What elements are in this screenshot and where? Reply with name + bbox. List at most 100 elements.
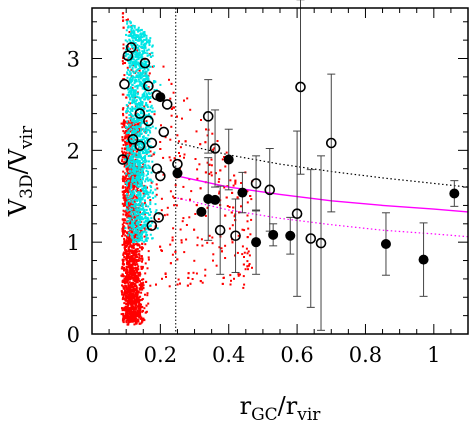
cyan-particle (141, 50, 144, 53)
red-particle (139, 299, 142, 302)
red-particle (236, 196, 239, 199)
cyan-particle (149, 106, 152, 109)
red-particle (140, 267, 143, 270)
cyan-particle (145, 84, 148, 87)
cyan-particle (151, 45, 154, 48)
cyan-particle (128, 161, 130, 163)
cyan-particle (132, 171, 135, 174)
red-particle (128, 183, 131, 186)
cyan-particle (142, 52, 145, 54)
cyan-particle (138, 36, 141, 39)
cyan-particle (124, 39, 127, 42)
open-circle-point (139, 57, 151, 69)
red-particle (189, 108, 192, 111)
red-particle (221, 158, 224, 161)
red-particle (122, 19, 124, 22)
cyan-particle (147, 87, 150, 90)
cyan-particle (126, 22, 129, 25)
cyan-particle (137, 78, 140, 81)
cyan-particle (137, 139, 140, 142)
red-particle (133, 124, 136, 127)
cyan-particle (144, 185, 147, 188)
cyan-particle (149, 154, 152, 157)
red-particle (124, 257, 127, 260)
red-particle (136, 229, 139, 232)
cyan-particle (136, 117, 139, 120)
open-circle-point (305, 233, 317, 244)
red-particle (122, 294, 125, 297)
cyan-particle (128, 138, 131, 141)
red-particle (246, 201, 249, 204)
red-particle (132, 279, 135, 281)
cyan-particle (140, 233, 143, 236)
red-particle (135, 293, 138, 296)
red-particle (201, 244, 204, 247)
red-particle (135, 196, 138, 199)
red-particle (133, 280, 136, 283)
open-circle-point (126, 42, 137, 53)
cyan-particle (141, 71, 144, 74)
red-particle (229, 283, 232, 286)
red-particle (123, 277, 126, 280)
red-particle (120, 267, 123, 270)
cyan-particle (130, 59, 132, 62)
red-particle (234, 181, 237, 183)
cyan-particle (134, 93, 137, 96)
cyan-particle (133, 126, 136, 129)
cyan-particle (143, 42, 146, 45)
red-particle (124, 244, 127, 247)
cyan-particle (129, 54, 132, 57)
red-particle (125, 198, 128, 201)
cyan-particle (138, 133, 141, 136)
red-particle (128, 264, 131, 267)
cyan-particle (138, 114, 141, 117)
cyan-particle (144, 219, 147, 222)
red-particle (130, 240, 132, 243)
cyan-particle (129, 228, 132, 231)
cyan-particle (137, 54, 140, 57)
red-particle (123, 280, 126, 283)
cyan-particle (141, 47, 144, 49)
red-particle (139, 211, 141, 214)
cyan-particle (147, 212, 149, 215)
x-tick-label: 1 (427, 343, 440, 367)
red-particle (122, 252, 125, 255)
red-particle (142, 318, 145, 321)
cyan-particle (147, 170, 150, 173)
cyan-particle (150, 122, 153, 125)
red-particle (141, 246, 144, 249)
red-particle (160, 209, 163, 212)
red-particle (129, 319, 132, 322)
red-particle (218, 190, 221, 193)
red-particle (122, 78, 125, 80)
cyan-particle (125, 165, 128, 168)
red-particle (126, 257, 129, 260)
cyan-particle (135, 172, 138, 175)
red-particle (234, 254, 236, 257)
cyan-particle (129, 32, 132, 35)
cyan-particle (140, 100, 142, 103)
cyan-particle (139, 116, 142, 118)
red-particle (125, 303, 128, 306)
red-particle (122, 185, 125, 188)
cyan-particle (134, 203, 137, 206)
red-particle (129, 285, 132, 288)
red-particle (121, 243, 124, 246)
cyan-particle (131, 95, 133, 98)
red-particle (130, 289, 133, 292)
cyan-particle (139, 56, 142, 59)
cyan-particle (128, 80, 131, 83)
cyan-particle (132, 164, 135, 167)
cyan-particle (127, 25, 130, 28)
cyan-particle (133, 206, 136, 209)
cyan-particle (145, 86, 148, 89)
red-particle (130, 282, 133, 284)
red-particle (142, 192, 145, 195)
red-particle (130, 249, 133, 252)
cyan-particle (128, 124, 131, 127)
red-particle (138, 254, 141, 257)
cyan-particle (140, 171, 143, 174)
cyan-particle (132, 29, 135, 32)
cyan-particle (144, 166, 147, 169)
cyan-particle (148, 196, 151, 198)
